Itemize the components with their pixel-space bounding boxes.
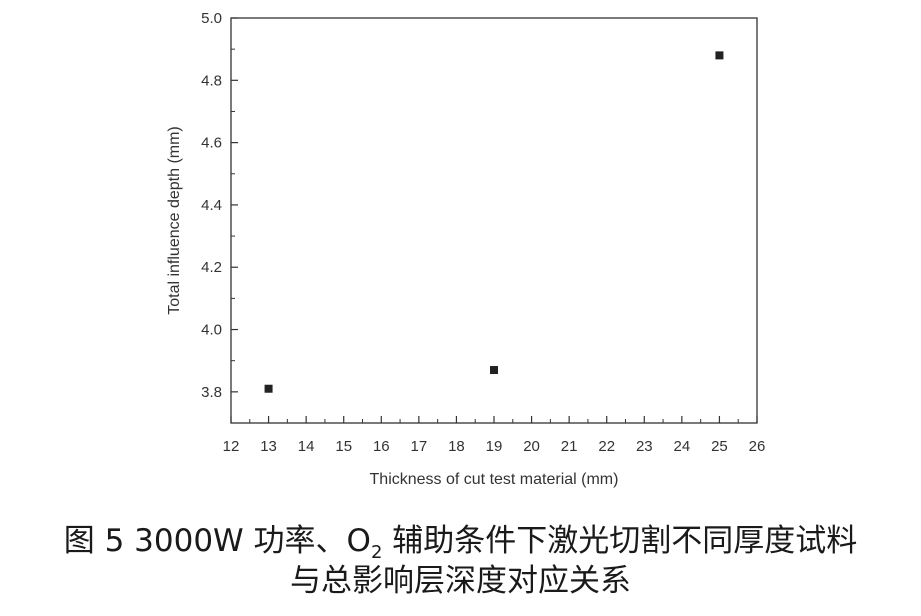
x-tick-label: 18 xyxy=(448,438,465,455)
y-tick-label: 4.4 xyxy=(201,197,222,214)
figure-caption-line-2: 与总影响层深度对应关系 xyxy=(290,563,631,599)
y-tick-label: 4.0 xyxy=(201,322,222,339)
x-tick-label: 21 xyxy=(561,438,578,455)
figure-caption-line-1: 图 5 3000W 功率、O2 辅助条件下激光切割不同厚度试料 xyxy=(0,522,921,572)
x-tick-label: 24 xyxy=(674,438,691,455)
x-tick-label: 16 xyxy=(373,438,390,455)
x-tick-label: 22 xyxy=(598,438,615,455)
y-tick-label: 4.8 xyxy=(201,72,222,89)
x-tick-label: 26 xyxy=(749,438,766,455)
caption-subscript: 2 xyxy=(370,542,383,564)
y-tick-label: 4.6 xyxy=(201,135,222,152)
x-tick-label: 25 xyxy=(711,438,728,455)
x-tick-label: 23 xyxy=(636,438,653,455)
x-tick-label: 12 xyxy=(223,438,240,455)
x-tick-label: 15 xyxy=(335,438,352,455)
y-tick-label: 5.0 xyxy=(201,10,222,27)
x-tick-label: 13 xyxy=(260,438,277,455)
data-point xyxy=(264,384,273,393)
x-tick-label: 19 xyxy=(486,438,503,455)
y-tick-label: 4.2 xyxy=(201,259,222,276)
y-axis-label: Total influence depth (mm) xyxy=(166,126,183,315)
data-point xyxy=(490,366,498,375)
scatter-chart: 12 13 14 15 16 17 18 19 20 21 22 23 24 25 26 3.8 4.0 4.2 4… xyxy=(166,10,766,488)
x-tick-label: 17 xyxy=(411,438,428,455)
x-tick-label: 20 xyxy=(523,438,540,455)
x-axis-label: Thickness of cut test material (mm) xyxy=(370,471,619,488)
plot-frame xyxy=(230,17,758,424)
data-point xyxy=(715,51,724,60)
y-tick-label: 3.8 xyxy=(201,384,222,401)
caption-text: 辅助条件下激光切割不同厚度试料 xyxy=(382,523,858,559)
x-tick-label: 14 xyxy=(298,438,315,455)
caption-text: 图 5 3000W 功率、O xyxy=(63,523,371,559)
